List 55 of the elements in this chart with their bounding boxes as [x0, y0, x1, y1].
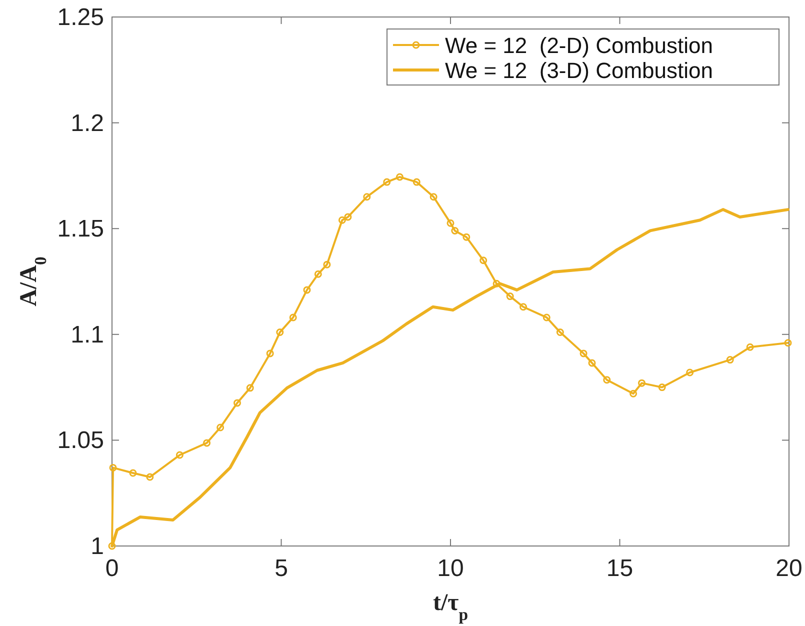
- point: [323, 260, 331, 268]
- point: [216, 424, 224, 432]
- point: [658, 384, 666, 392]
- point: [430, 193, 438, 201]
- point: [520, 303, 528, 311]
- legend-label: We = 12 (3-D) Combustion: [445, 58, 713, 83]
- point: [542, 314, 550, 322]
- point: [266, 350, 274, 358]
- point: [246, 384, 254, 392]
- point: [446, 219, 454, 227]
- y-tick-label: 1.1: [70, 321, 104, 348]
- point: [383, 178, 391, 186]
- point: [338, 216, 346, 224]
- point: [289, 314, 297, 322]
- x-tick-label: 10: [437, 555, 464, 582]
- point: [276, 328, 284, 336]
- point: [480, 256, 488, 264]
- point: [588, 359, 596, 367]
- point: [784, 339, 792, 347]
- point: [638, 379, 646, 387]
- point: [109, 464, 117, 472]
- point: [506, 292, 514, 300]
- x-tick-label: 5: [274, 555, 288, 582]
- point: [726, 356, 734, 364]
- point: [412, 178, 420, 186]
- x-tick-label: 0: [105, 555, 119, 582]
- point: [176, 451, 184, 459]
- point: [686, 368, 694, 376]
- point: [203, 439, 211, 447]
- point: [492, 280, 500, 288]
- y-tick-label: 1: [90, 533, 104, 560]
- point: [746, 343, 754, 351]
- point: [556, 328, 564, 336]
- point: [451, 226, 459, 234]
- point: [303, 286, 311, 294]
- point: [233, 399, 241, 407]
- point: [462, 233, 470, 241]
- point: [603, 376, 611, 384]
- x-tick-label: 20: [776, 555, 802, 582]
- x-axis-title: t/τ$_{p}$: [432, 590, 468, 624]
- x-tick-label: 15: [606, 555, 634, 582]
- y-tick-label: 1.15: [57, 216, 104, 243]
- y-tick-label: 1.05: [57, 427, 104, 454]
- y-tick-label: 1.2: [70, 110, 104, 137]
- point: [129, 469, 137, 477]
- point: [580, 350, 588, 358]
- point: [314, 270, 322, 278]
- point: [396, 173, 404, 181]
- point: [146, 473, 154, 481]
- point: [344, 213, 352, 221]
- point: [363, 193, 371, 201]
- legend-label: We = 12 (2-D) Combustion: [445, 33, 713, 58]
- point: [630, 390, 638, 398]
- point: [108, 542, 116, 550]
- y-tick-label: 1.25: [57, 4, 104, 31]
